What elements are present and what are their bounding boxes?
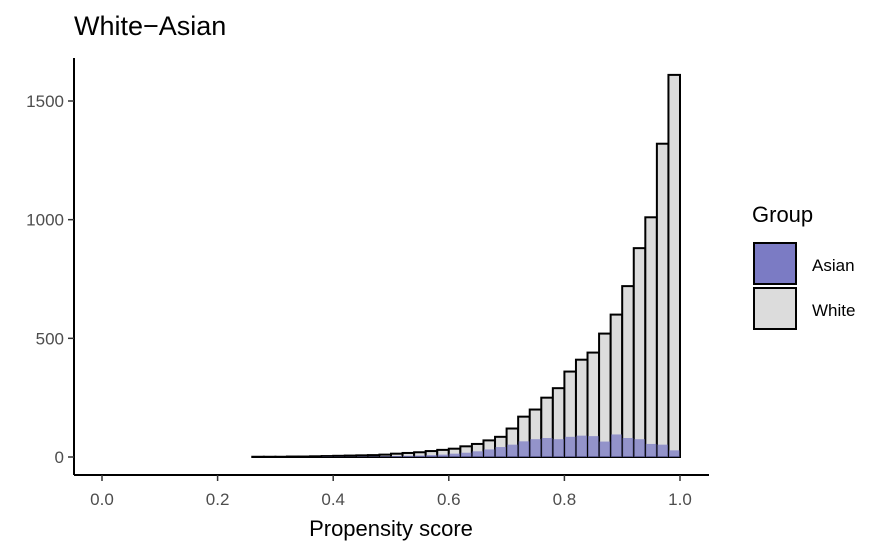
x-tick-label: 0.0 [90,490,114,509]
bar-asian [668,450,680,457]
chart-title: White−Asian [74,11,226,41]
x-tick-label: 0.2 [206,490,230,509]
bar-asian [472,451,483,457]
bar-asian [541,438,553,457]
bar-asian [634,439,645,457]
bar-asian [611,434,622,457]
bar-asian [645,443,657,457]
x-axis-ticks: 0.0 0.2 0.4 0.6 0.8 1.0 [90,475,692,509]
bar-white [644,216,658,458]
bar-asian [518,441,530,457]
y-tick-label: 1000 [26,211,64,230]
bar-asian [449,453,460,457]
bar-asian [403,455,414,457]
bar-asian [426,455,437,457]
y-axis-ticks: 0 500 1000 1500 [26,92,74,467]
x-tick-label: 1.0 [668,490,692,509]
legend: Group Asian White [752,202,855,330]
bar-asian [507,444,518,457]
plot-area [251,73,682,459]
bar-asian [460,452,472,457]
x-tick-label: 0.4 [321,490,345,509]
bar-white [632,247,647,458]
bar-asian [622,438,634,457]
bar-asian [530,439,541,457]
y-tick-label: 500 [36,329,64,348]
legend-label-white: White [812,301,855,320]
bar-asian [576,435,588,457]
bar-asian [657,444,668,457]
legend-label-asian: Asian [812,256,855,275]
legend-swatch-white [753,287,797,330]
y-tick-label: 0 [55,448,64,467]
x-axis-title: Propensity score [309,516,473,541]
bar-white [621,285,635,458]
bar-asian [553,439,564,457]
bar-white [667,73,682,458]
legend-swatch-asian [753,242,797,285]
bar-asian [379,456,391,457]
bar-asian [495,447,507,457]
bar-white [655,142,670,458]
bar-asian [414,455,426,457]
y-tick-label: 1500 [26,92,64,111]
x-tick-label: 0.6 [437,490,461,509]
asian-bars [322,434,680,457]
bar-asian [483,449,495,457]
white-bars [251,73,682,459]
bar-asian [437,454,449,457]
bar-white [598,332,612,458]
legend-title: Group [752,202,813,227]
bar-asian [564,436,576,457]
x-tick-label: 0.8 [553,490,577,509]
bar-asian [599,441,611,457]
bar-asian [391,456,403,457]
bar-white [309,455,323,458]
bar-asian [588,436,599,457]
